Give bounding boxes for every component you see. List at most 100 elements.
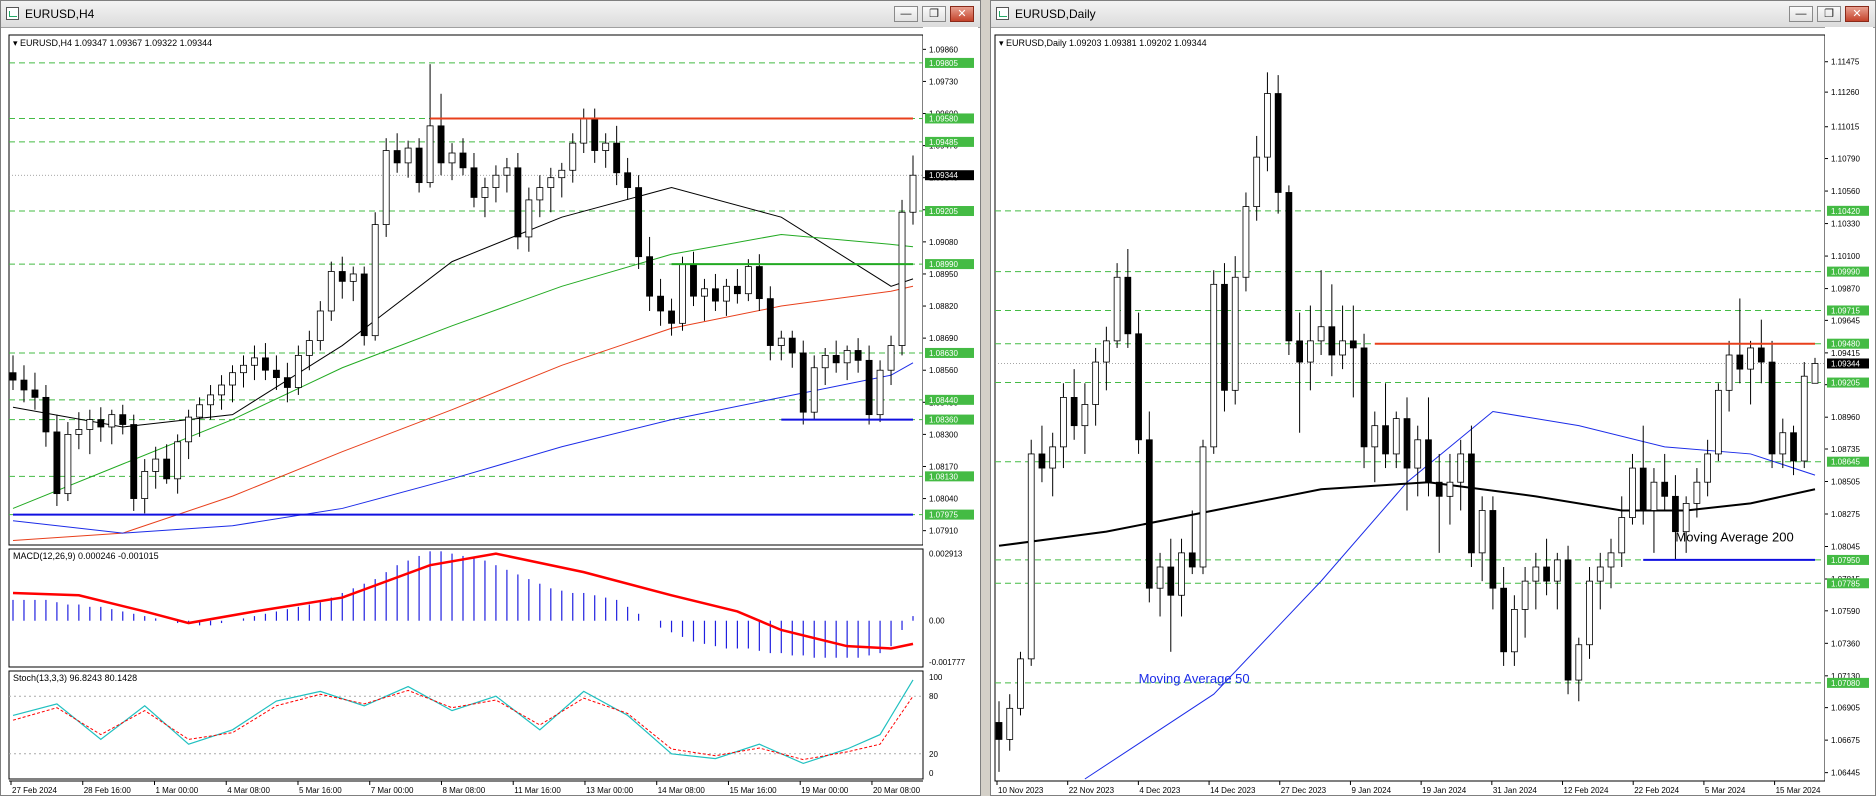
candle-body (327, 271, 335, 312)
daily-chart-window[interactable]: EURUSD,Daily — ❐ ✕ ▾ EURUSD,Daily 1.0920… (990, 0, 1876, 796)
candle (1672, 475, 1679, 560)
candle (1468, 425, 1475, 567)
candle-body (635, 187, 643, 258)
price-tick-label: 1.07590 (1831, 607, 1860, 616)
candle-body (283, 377, 291, 388)
candle (108, 409, 116, 445)
h4-chart-canvas[interactable]: ▾ EURUSD,H4 1.09347 1.09367 1.09322 1.09… (1, 27, 980, 795)
candle (1757, 319, 1765, 384)
candle-body (1639, 467, 1647, 511)
restore-button[interactable]: ❐ (1817, 6, 1841, 22)
candle-body (810, 367, 818, 413)
candle-body (1779, 432, 1787, 455)
candle (262, 343, 269, 381)
moving-average-black (12, 187, 914, 428)
candle-body (437, 125, 445, 164)
candle-body (580, 118, 588, 144)
candle-body (514, 167, 522, 238)
stoch-tick-label: 20 (929, 750, 938, 759)
current-price-label: 1.09344 (1831, 359, 1860, 368)
level-tag-label: 1.07080 (1831, 679, 1860, 688)
h4-window-title: EURUSD,H4 (25, 7, 95, 21)
candle-body (196, 404, 204, 418)
candle-body (1006, 707, 1014, 740)
candle (1715, 383, 1722, 461)
chart-header: ▾ EURUSD,H4 1.09347 1.09367 1.09322 1.09… (13, 38, 212, 48)
daily-chart-canvas[interactable]: ▾ EURUSD,Daily 1.09203 1.09381 1.09202 1… (991, 27, 1875, 795)
h4-window-titlebar[interactable]: EURUSD,H4 — ❐ ✕ (1, 1, 980, 28)
time-label: 22 Nov 2023 (1069, 786, 1115, 795)
chart-app-icon (6, 7, 19, 20)
candle-body (1242, 206, 1250, 278)
price-tick-label: 1.10100 (1831, 252, 1860, 261)
candle (1081, 383, 1089, 454)
level-tag (1827, 305, 1869, 316)
candle-body (404, 147, 412, 164)
candle (119, 404, 127, 435)
candle-body (1038, 453, 1046, 469)
candle (283, 362, 291, 403)
price-tick-label: 1.06675 (1831, 736, 1860, 745)
candle (1435, 453, 1443, 553)
candle-body (86, 419, 94, 430)
candle-body (624, 172, 632, 188)
close-button[interactable]: ✕ (950, 6, 974, 22)
candle-body (1027, 453, 1035, 660)
candle-body (1285, 192, 1293, 342)
stoch-tick-label: 100 (929, 673, 943, 682)
candle (1800, 362, 1808, 469)
candle (1790, 425, 1797, 476)
candle-body (755, 266, 763, 300)
candle (580, 108, 588, 154)
price-tick-label: 1.09730 (929, 77, 958, 86)
candle (1307, 305, 1314, 391)
candle-body (20, 379, 28, 391)
minimize-button[interactable]: — (894, 6, 918, 22)
candle-body (1682, 502, 1690, 533)
candle-body (1392, 418, 1400, 455)
price-tick-label: 1.06445 (1831, 769, 1860, 778)
candle-body (788, 337, 796, 354)
candle (744, 259, 752, 302)
time-label: 11 Mar 16:00 (514, 786, 561, 795)
candle-body (1661, 481, 1669, 497)
candle-body (1629, 467, 1636, 518)
time-label: 9 Jan 2024 (1351, 786, 1391, 795)
current-price-tag (925, 170, 974, 181)
candle-body (75, 429, 83, 435)
candle-body (1231, 276, 1239, 391)
candle (1478, 496, 1486, 582)
price-tick-label: 1.08045 (1831, 543, 1860, 552)
stoch-tick-label: 0 (929, 769, 934, 778)
candle-body (382, 150, 390, 225)
macd-tick-label: 0.00 (929, 617, 945, 626)
level-tag (1827, 554, 1869, 565)
minimize-button[interactable]: — (1789, 6, 1813, 22)
candle-body (1757, 347, 1765, 363)
candle (1425, 397, 1432, 497)
candle (9, 355, 17, 390)
h4-chart-window[interactable]: EURUSD,H4 — ❐ ✕ ▾ EURUSD,H4 1.09347 1.09… (0, 0, 981, 796)
candle-body (1274, 93, 1282, 193)
candle (426, 64, 434, 188)
candle (1811, 357, 1819, 384)
time-label: 19 Jan 2024 (1422, 786, 1467, 795)
candle-body (1618, 517, 1626, 554)
close-button[interactable]: ✕ (1845, 6, 1869, 22)
time-label: 15 Mar 16:00 (729, 786, 777, 795)
candle (1188, 510, 1196, 575)
candle (305, 330, 313, 371)
candle (1349, 305, 1357, 398)
candle (404, 140, 412, 178)
candle-body (294, 355, 302, 388)
candle (316, 301, 324, 351)
candle (327, 261, 335, 321)
candle-body (1317, 326, 1325, 342)
candle-body (1081, 404, 1089, 427)
candle-body (733, 285, 741, 295)
candle (1489, 496, 1497, 610)
time-label: 12 Feb 2024 (1564, 786, 1609, 795)
daily-window-titlebar[interactable]: EURUSD,Daily — ❐ ✕ (991, 1, 1875, 28)
candle (995, 701, 1003, 772)
restore-button[interactable]: ❐ (922, 6, 946, 22)
